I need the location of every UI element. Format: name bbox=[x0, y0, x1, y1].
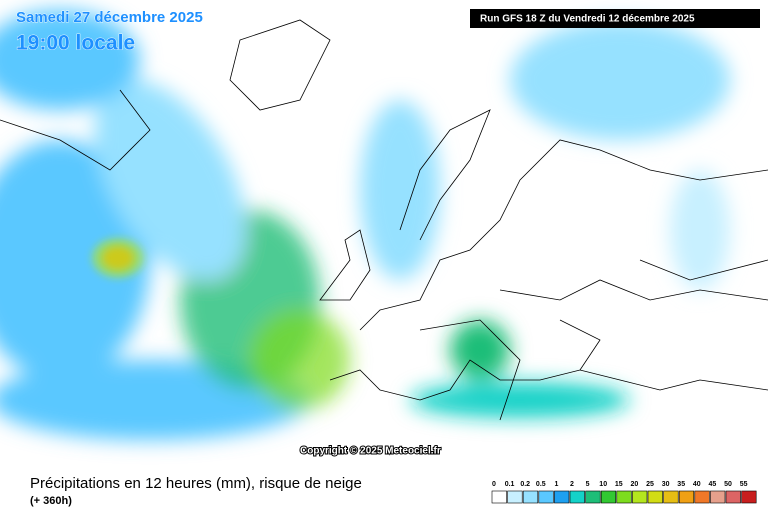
footer-title: Précipitations en 12 heures (mm), risque… bbox=[30, 475, 362, 492]
legend-label: 1 bbox=[554, 481, 558, 488]
forecast-date: Samedi 27 décembre 2025 bbox=[16, 9, 203, 26]
legend-swatch bbox=[600, 490, 617, 504]
legend-swatch bbox=[538, 490, 554, 504]
legend-swatch bbox=[678, 490, 695, 504]
legend-swatch bbox=[663, 490, 679, 504]
legend-swatch bbox=[569, 490, 585, 504]
legend-label: 10 bbox=[599, 481, 607, 488]
legend-swatch bbox=[507, 490, 523, 504]
legend-label: 0.5 bbox=[536, 481, 546, 488]
legend-label: 35 bbox=[677, 481, 685, 488]
legend-label: 55 bbox=[740, 481, 748, 488]
legend-label: 0.1 bbox=[505, 481, 515, 488]
legend-swatch bbox=[694, 490, 710, 504]
legend-swatch bbox=[725, 490, 741, 504]
legend-label: 0.2 bbox=[520, 481, 530, 488]
footer-lead: (+ 360h) bbox=[30, 495, 72, 507]
legend-swatch bbox=[616, 490, 632, 504]
legend-label: 40 bbox=[693, 481, 701, 488]
legend-label: 45 bbox=[709, 481, 717, 488]
legend-swatch bbox=[741, 490, 757, 504]
run-box bbox=[470, 9, 760, 28]
legend-label: 25 bbox=[646, 481, 654, 488]
copyright: Copyright © 2025 Meteociel.fr bbox=[300, 446, 441, 457]
precipitation-core bbox=[92, 238, 144, 278]
legend-swatch bbox=[491, 490, 507, 504]
run-info: Run GFS 18 Z du Vendredi 12 décembre 202… bbox=[480, 14, 695, 25]
legend-swatch bbox=[522, 490, 539, 504]
precipitation-field bbox=[0, 10, 730, 440]
legend-label: 20 bbox=[631, 481, 639, 488]
legend-swatch bbox=[585, 490, 601, 504]
legend-label: 30 bbox=[662, 481, 670, 488]
legend-label: 0 bbox=[492, 481, 496, 488]
forecast-time: 19:00 locale bbox=[16, 32, 135, 55]
legend: 0 0.1 0.2 0.5 1 2 5 10 15 20 25 30 35 40 45 50 55 bbox=[491, 481, 757, 504]
legend-swatch bbox=[554, 490, 570, 504]
legend-swatch bbox=[710, 490, 726, 504]
legend-swatch bbox=[632, 490, 648, 504]
legend-swatch bbox=[647, 490, 663, 504]
legend-label: 50 bbox=[724, 481, 732, 488]
legend-label: 5 bbox=[586, 481, 590, 488]
legend-label: 2 bbox=[570, 481, 574, 488]
legend-label: 15 bbox=[615, 481, 623, 488]
coastlines bbox=[0, 19, 768, 421]
